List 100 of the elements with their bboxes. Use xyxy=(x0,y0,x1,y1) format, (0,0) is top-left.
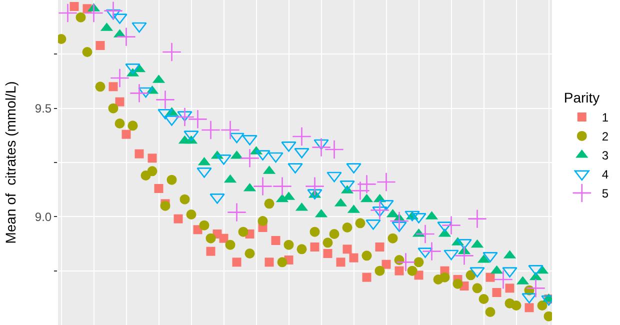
point xyxy=(537,300,548,310)
point xyxy=(375,242,384,252)
point xyxy=(442,216,461,236)
point xyxy=(82,47,92,57)
point xyxy=(264,258,274,267)
point xyxy=(264,198,274,209)
point xyxy=(310,242,320,252)
point xyxy=(362,272,372,282)
legend-title: Parity xyxy=(564,89,600,106)
legend-label: 2 xyxy=(602,130,609,144)
point xyxy=(494,270,513,290)
point xyxy=(108,82,118,92)
point xyxy=(188,109,208,129)
point xyxy=(390,211,409,231)
point xyxy=(349,253,358,262)
point xyxy=(440,272,450,282)
point xyxy=(116,27,136,47)
point xyxy=(110,68,130,88)
point xyxy=(468,209,487,229)
point xyxy=(128,120,138,131)
y-axis-title: Mean of citrates (mmol/L) xyxy=(2,81,19,244)
point xyxy=(284,240,294,250)
point xyxy=(350,180,370,200)
point xyxy=(292,126,312,146)
point xyxy=(296,244,307,254)
point xyxy=(272,176,292,196)
point xyxy=(206,246,216,256)
legend-label: 5 xyxy=(602,186,609,201)
point xyxy=(201,120,220,140)
point xyxy=(114,118,125,128)
point xyxy=(95,82,106,92)
point xyxy=(225,240,236,250)
point xyxy=(199,220,210,230)
point xyxy=(156,90,175,110)
point xyxy=(166,174,177,185)
legend-label: 1 xyxy=(602,110,609,125)
point xyxy=(238,226,248,237)
point xyxy=(147,166,158,176)
point xyxy=(524,303,534,312)
point xyxy=(174,214,183,224)
point xyxy=(382,260,391,269)
point xyxy=(240,148,260,168)
point xyxy=(486,272,495,282)
y-tick-label: 9.5 xyxy=(34,102,52,116)
point xyxy=(312,138,331,158)
point xyxy=(160,200,170,211)
legend-label: 3 xyxy=(602,148,609,163)
point xyxy=(370,200,390,220)
point xyxy=(220,120,240,140)
point xyxy=(258,216,268,226)
point xyxy=(355,218,366,228)
point xyxy=(342,222,352,232)
point xyxy=(232,258,242,267)
point xyxy=(310,226,320,237)
point xyxy=(322,238,333,248)
point xyxy=(324,140,344,160)
point xyxy=(454,246,474,266)
point xyxy=(271,236,280,245)
point xyxy=(122,130,131,139)
point xyxy=(219,234,228,243)
point xyxy=(244,248,255,258)
point xyxy=(227,202,246,222)
point xyxy=(70,2,79,11)
y-tick-label: 9.0 xyxy=(34,210,52,224)
point xyxy=(511,300,522,310)
point xyxy=(115,97,124,106)
point xyxy=(526,278,546,298)
point xyxy=(414,257,424,268)
point xyxy=(416,224,435,244)
point xyxy=(485,307,496,317)
point xyxy=(175,107,194,127)
point xyxy=(422,242,442,262)
point xyxy=(134,149,144,158)
point xyxy=(342,244,352,254)
legend-label: 4 xyxy=(602,168,609,182)
point xyxy=(84,3,104,23)
point xyxy=(108,103,118,114)
point xyxy=(206,233,216,244)
point xyxy=(305,176,324,196)
point xyxy=(58,3,78,23)
point xyxy=(336,258,346,267)
point xyxy=(253,176,272,196)
point xyxy=(186,210,196,220)
point xyxy=(407,266,418,276)
point xyxy=(388,233,398,244)
point xyxy=(180,194,190,204)
point xyxy=(76,12,86,22)
point xyxy=(505,284,514,293)
point xyxy=(357,174,376,194)
point xyxy=(492,288,502,297)
point xyxy=(148,154,157,163)
point xyxy=(96,41,105,50)
point xyxy=(323,249,332,258)
point xyxy=(396,252,416,272)
point xyxy=(154,184,164,193)
point xyxy=(329,229,340,239)
point xyxy=(472,283,482,294)
point xyxy=(362,250,372,261)
point xyxy=(452,278,463,289)
point xyxy=(376,172,396,192)
